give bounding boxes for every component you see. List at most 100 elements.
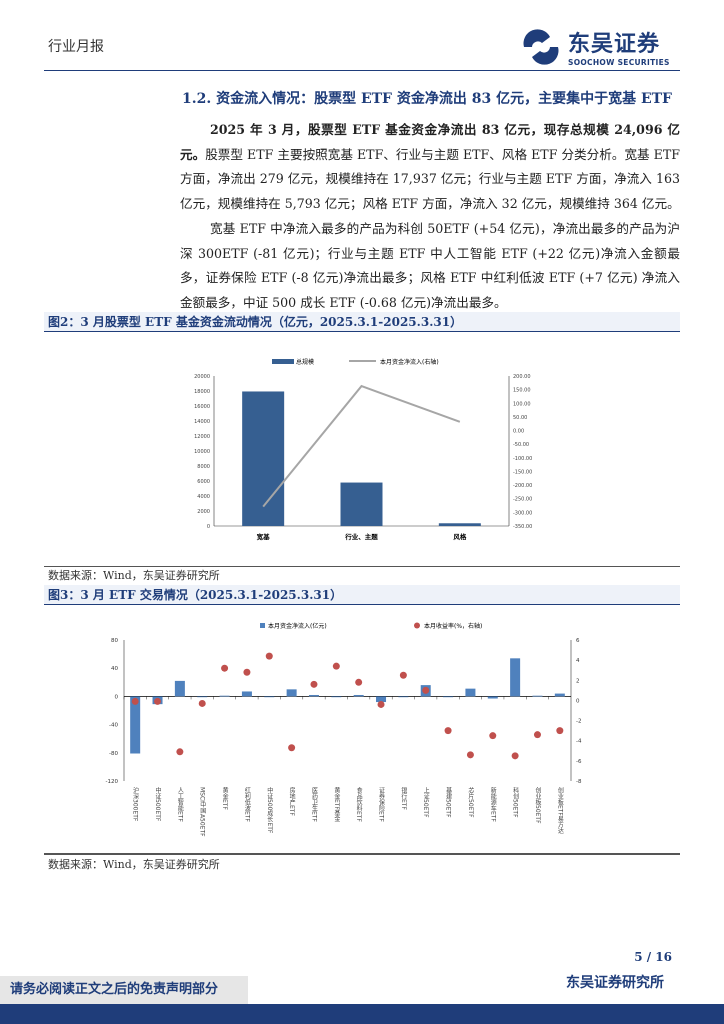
left-tick-label: -120 — [106, 779, 119, 785]
right-tick-label: 0.00 — [513, 429, 524, 435]
x-tick-label: 科创50ETF — [512, 786, 519, 818]
x-tick-label: 黄金ETF基金 — [333, 786, 340, 822]
right-tick-label: 6 — [576, 638, 580, 644]
bar — [487, 696, 498, 699]
x-tick-label: 创业板50ETF — [534, 786, 541, 824]
return-dot — [355, 678, 363, 686]
disclaimer-note: 请务必阅读正文之后的免责声明部分 — [0, 976, 248, 1004]
return-dot — [377, 700, 385, 708]
figure-3-rule — [44, 853, 680, 855]
right-tick-label: -200.00 — [513, 483, 532, 489]
legend-label: 总规模 — [296, 358, 314, 366]
right-tick-label: -300.00 — [513, 510, 532, 516]
x-tick-label: MSCI中国A50ETF — [199, 787, 206, 837]
return-dot — [466, 751, 474, 759]
return-dot — [221, 664, 229, 672]
figure-3-chart: 本月资金净流入(亿元) 本月收益率(%，右轴)-120-80-4004080-8-… — [106, 622, 582, 837]
logo-icon — [523, 28, 559, 65]
left-tick-label: -80 — [109, 751, 118, 757]
return-dot — [154, 697, 162, 705]
x-tick-label: 食品饮料ETF — [355, 786, 362, 822]
right-tick-label: 4 — [576, 658, 580, 664]
x-tick-label: 创业板ETF易方达 — [556, 786, 563, 835]
legend-swatch-bar — [260, 623, 265, 628]
bar — [465, 688, 476, 697]
left-tick-label: 6000 — [197, 479, 210, 485]
bar — [532, 695, 543, 697]
figure-3-caption: 图3：3 月 ETF 交易情况（2025.3.1-2025.3.31） — [44, 585, 680, 605]
right-tick-label: -4 — [576, 739, 582, 745]
logo-cn: 东吴证券 — [568, 31, 661, 57]
left-tick-label: 14000 — [194, 419, 210, 425]
left-tick-label: 20000 — [194, 374, 210, 380]
return-dot — [131, 697, 139, 705]
figure-3-source: 数据来源：Wind，东吴证券研究所 — [48, 858, 220, 871]
right-tick-label: -8 — [576, 779, 582, 785]
header-divider — [44, 70, 680, 71]
left-tick-label: 10000 — [194, 449, 210, 455]
right-tick-label: -250.00 — [513, 497, 532, 503]
left-tick-label: 12000 — [194, 434, 210, 440]
right-tick-label: -150.00 — [513, 469, 532, 475]
right-tick-label: -350.00 — [513, 524, 532, 530]
paragraph-1-lead: 2025 年 3 月，股票型 ETF 基金资金净流出 83 亿元，现存总规模 2… — [180, 122, 680, 162]
bar — [219, 695, 230, 697]
x-tick-label: 红利低波ETF — [243, 786, 250, 822]
left-tick-label: -40 — [109, 723, 118, 729]
right-tick-label: 200.00 — [513, 374, 531, 380]
left-tick-label: 16000 — [194, 404, 210, 410]
left-tick-label: 4000 — [197, 494, 210, 500]
return-dot — [511, 752, 519, 760]
paragraph-1-body: 股票型 ETF 主要按照宽基 ETF、行业与主题 ETF、风格 ETF 分类分析… — [180, 146, 680, 211]
bar — [443, 696, 454, 698]
x-tick-label: 新能源车ETF — [489, 786, 496, 822]
figure-2-source: 数据来源：Wind，东吴证券研究所 — [48, 569, 220, 582]
left-tick-label: 0 — [115, 694, 119, 700]
right-tick-label: 150.00 — [513, 388, 531, 394]
return-dot — [310, 680, 318, 688]
bar — [340, 482, 383, 526]
left-tick-label: 18000 — [194, 389, 210, 395]
figure-2-rule — [44, 566, 680, 567]
x-tick-label: 银行ETF — [400, 786, 407, 810]
bar — [398, 696, 409, 698]
return-dot — [265, 652, 273, 660]
footer-bar — [0, 1004, 724, 1024]
paragraph-1: 2025 年 3 月，股票型 ETF 基金资金净流出 83 亿元，现存总规模 2… — [180, 118, 680, 216]
x-tick-label: 黄金ETF — [221, 786, 228, 810]
left-tick-label: 8000 — [197, 464, 210, 470]
right-tick-label: 50.00 — [513, 415, 527, 421]
legend-swatch-bar — [272, 359, 294, 364]
x-tick-label: 基建50ETF — [445, 786, 452, 818]
x-tick-label: 中证500ETF — [154, 786, 161, 822]
bar — [376, 696, 387, 703]
right-tick-label: -50.00 — [513, 442, 529, 448]
paragraph-2: 宽基 ETF 中净流入最多的产品为科创 50ETF (+54 亿元)，净流出最多… — [180, 221, 680, 310]
right-tick-label: -6 — [576, 759, 582, 765]
legend-label: 本月资金净流入(右轴) — [380, 358, 439, 366]
return-dot — [489, 732, 497, 740]
bar — [197, 696, 208, 698]
logo: 东吴证券 SOOCHOW SECURITIES — [520, 26, 670, 67]
right-tick-label: 100.00 — [513, 401, 531, 407]
return-dot — [243, 668, 251, 676]
net-inflow-line — [262, 384, 461, 508]
left-tick-label: 40 — [111, 666, 118, 672]
right-tick-label: -100.00 — [513, 456, 532, 462]
right-tick-label: 0 — [576, 698, 580, 704]
x-tick-label: 房地产ETF — [288, 786, 295, 816]
bar — [510, 658, 521, 697]
x-tick-label: 沪深300ETF — [132, 786, 139, 822]
legend-swatch-dot — [414, 622, 420, 629]
return-dot — [332, 662, 340, 670]
return-dot — [422, 686, 430, 694]
report-type: 行业月报 — [48, 39, 104, 55]
left-tick-label: 0 — [207, 524, 210, 530]
x-tick-label: 芯片50ETF — [467, 786, 474, 818]
x-tick-label: 风格 — [453, 532, 467, 541]
return-dot — [176, 748, 184, 756]
logo-en: SOOCHOW SECURITIES — [568, 58, 670, 67]
left-tick-label: 2000 — [197, 509, 210, 515]
page-number: 5 / 16 — [634, 950, 672, 964]
bar — [130, 696, 141, 754]
